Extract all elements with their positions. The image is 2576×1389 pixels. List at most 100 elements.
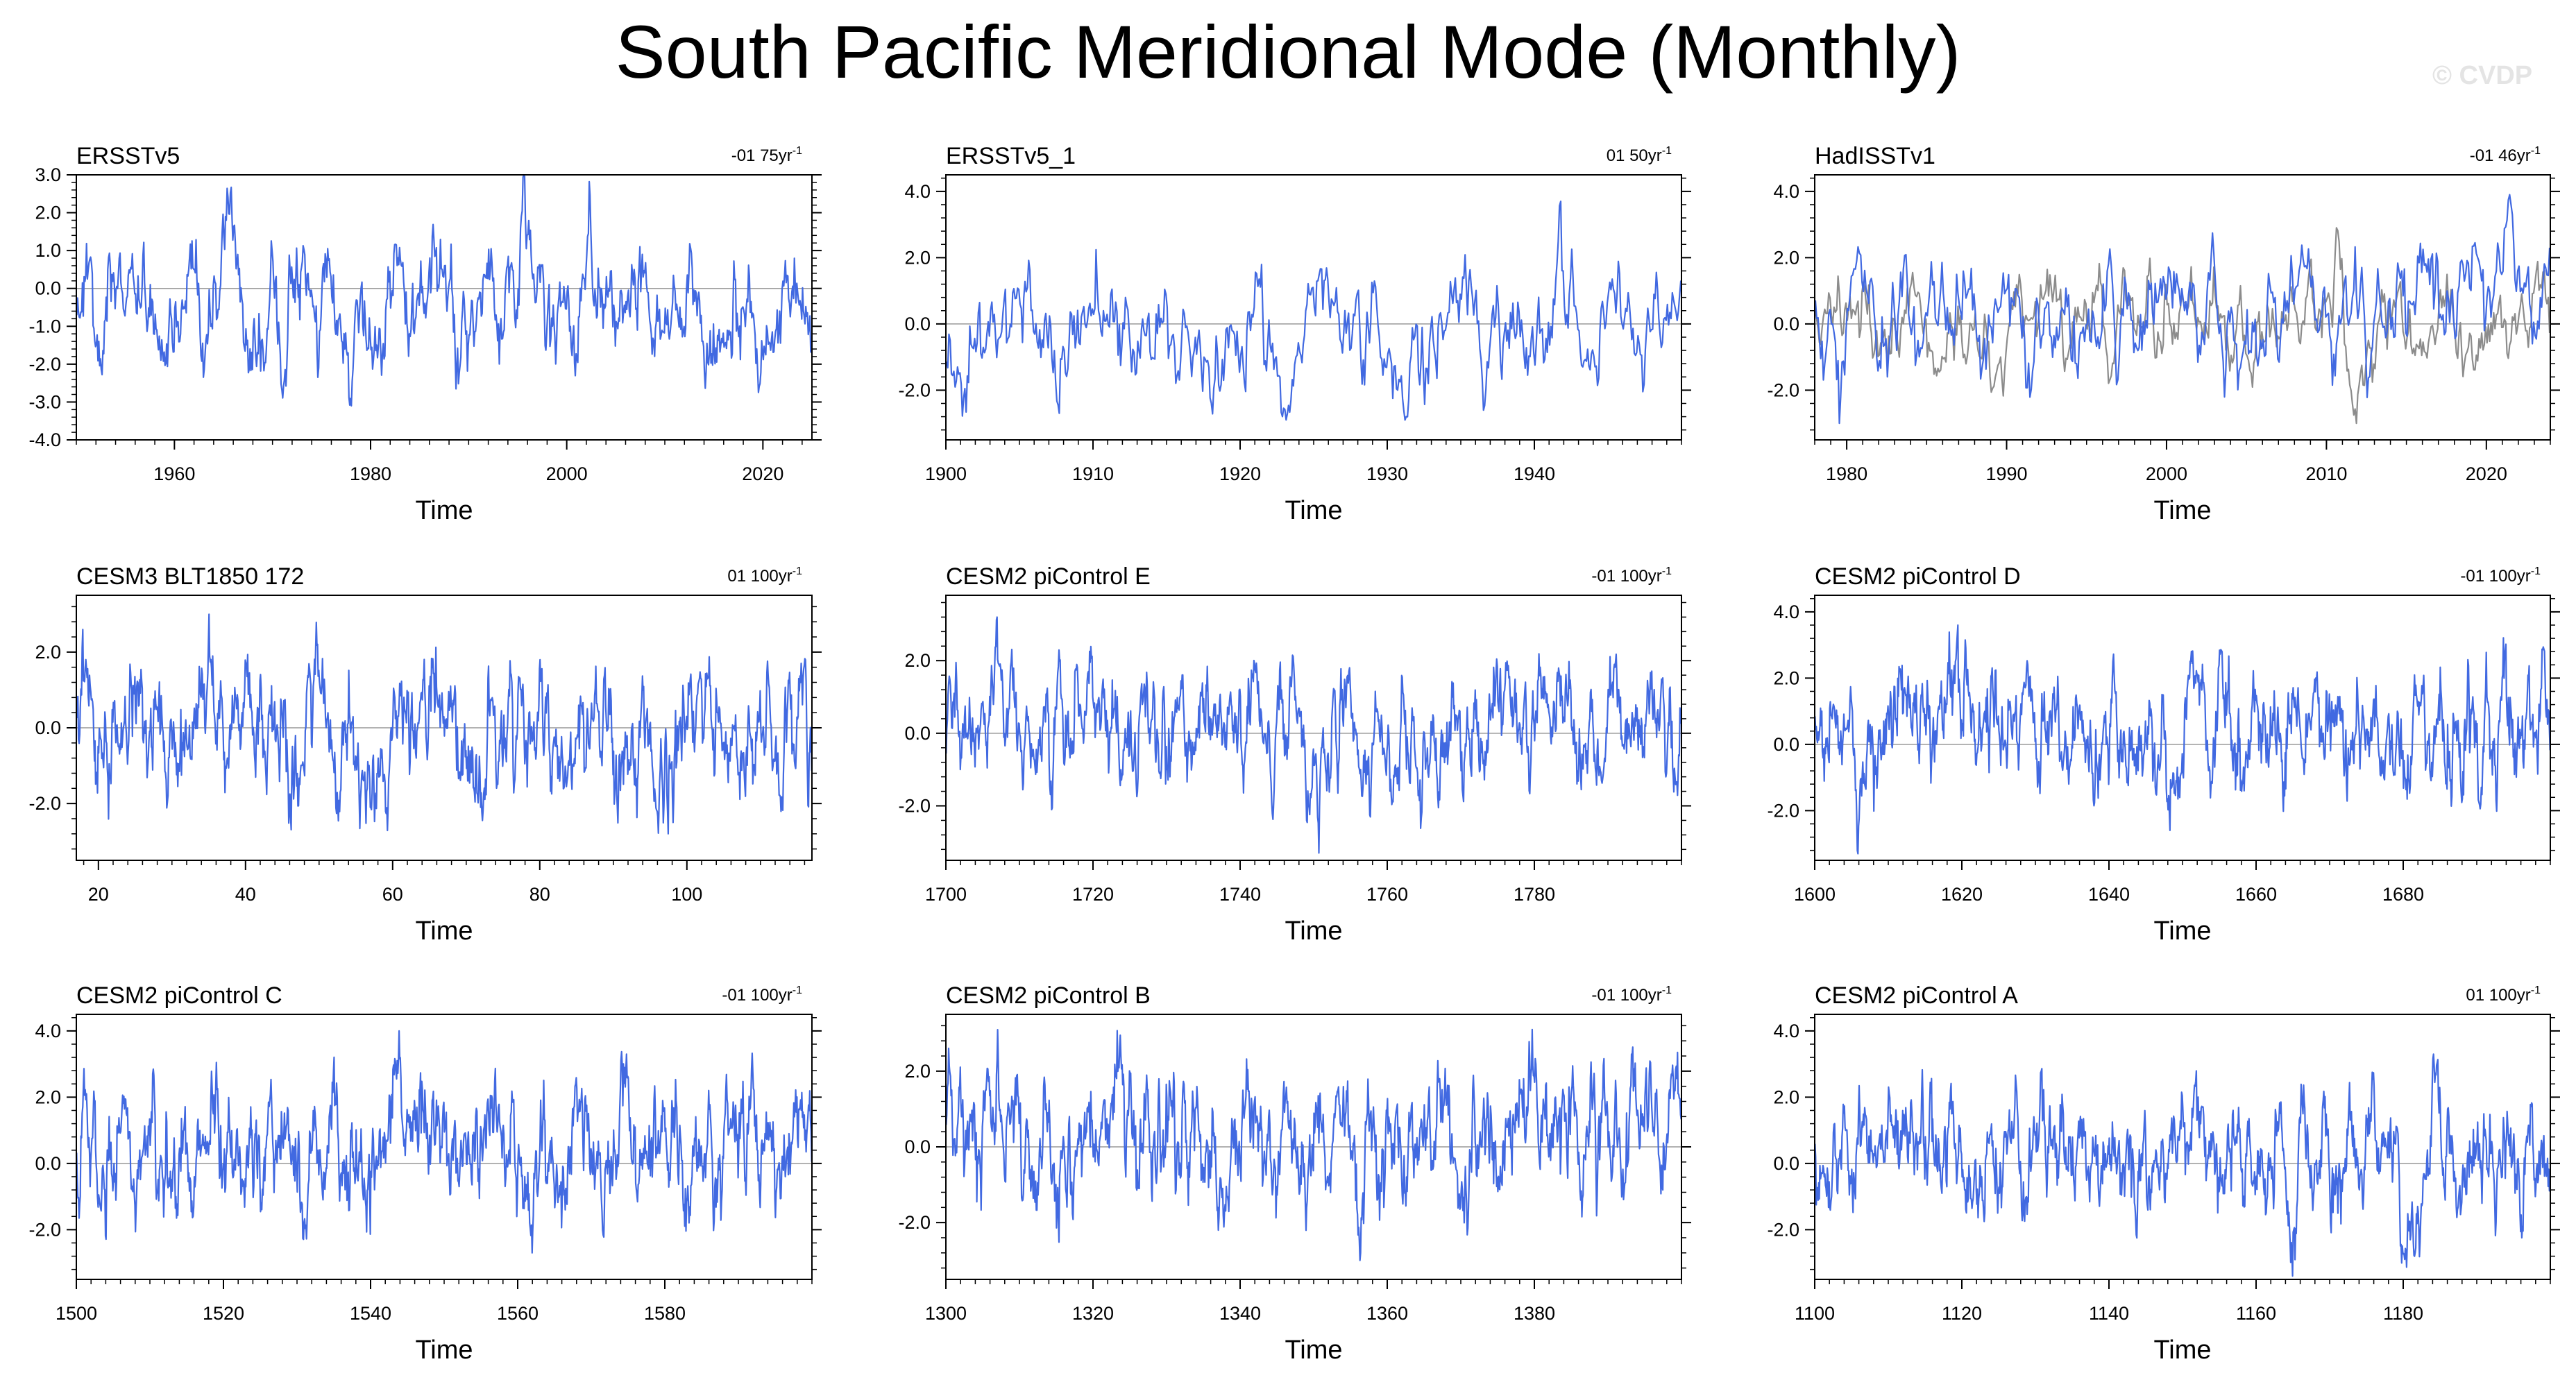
- trend-exponent: -1: [793, 985, 802, 996]
- y-tick-label: -2.0: [28, 1219, 61, 1240]
- y-tick-label: 4.0: [904, 181, 931, 202]
- y-tick-label: -2.0: [28, 354, 61, 375]
- x-axis-label: Time: [2153, 917, 2211, 946]
- x-tick-label: 1100: [1795, 1303, 1835, 1324]
- trend-exponent: -1: [2531, 145, 2541, 157]
- y-tick-label: 1.0: [35, 240, 61, 261]
- trend-label: -01 100yr-1: [2460, 565, 2541, 586]
- trend-value: 01 100yr: [2466, 986, 2530, 1005]
- series-line: [1814, 194, 2551, 425]
- panel-title: CESM2 piControl D: [1815, 563, 2021, 590]
- x-tick-label: 1980: [350, 463, 391, 484]
- trend-value: -01 100yr: [2460, 567, 2530, 586]
- x-tick-label: 1720: [1072, 884, 1114, 905]
- trend-label: 01 50yr-1: [1607, 145, 1672, 165]
- x-axis-label: Time: [1285, 496, 1342, 525]
- trend-label: 01 100yr-1: [727, 565, 802, 586]
- x-tick-label: 1960: [153, 463, 195, 484]
- x-tick-label: 1600: [1794, 884, 1836, 905]
- x-tick-label: 1660: [2235, 884, 2277, 905]
- y-tick-label: -2.0: [1767, 1219, 1799, 1240]
- x-tick-label: 1990: [1985, 463, 2027, 484]
- y-tick-label: 0.0: [35, 717, 61, 738]
- y-tick-label: 2.0: [1773, 667, 1799, 688]
- y-tick-label: 2.0: [1773, 1087, 1799, 1107]
- watermark: © CVDP: [2432, 61, 2533, 90]
- y-tick-label: 2.0: [904, 1061, 931, 1082]
- trend-value: -01 100yr: [1591, 986, 1661, 1005]
- plot-frame: [1814, 174, 2551, 441]
- trend-value: 01 50yr: [1607, 146, 1662, 165]
- x-tick-label: 2020: [742, 463, 783, 484]
- y-tick-label: 0.0: [1773, 1153, 1799, 1174]
- panel-title: CESM2 piControl E: [946, 563, 1151, 590]
- y-tick-label: 2.0: [904, 247, 931, 268]
- x-tick-label: 1540: [350, 1303, 391, 1324]
- y-tick-label: 0.0: [35, 1153, 61, 1174]
- x-tick-label: 1680: [2382, 884, 2424, 905]
- x-tick-label: 2000: [546, 463, 588, 484]
- x-tick-label: 2020: [2466, 463, 2507, 484]
- panel-title: CESM3 BLT1850 172: [76, 563, 304, 590]
- y-tick-label: 2.0: [35, 642, 61, 663]
- trend-value: -01 100yr: [722, 986, 792, 1005]
- y-tick-label: 4.0: [1773, 1021, 1799, 1041]
- x-tick-label: 1700: [925, 884, 967, 905]
- chart-panel: CESM2 piControl B -01 100yr-1 -2.0 0.0 2.0 13…: [898, 982, 1691, 1365]
- y-tick-label: 4.0: [1773, 602, 1799, 622]
- trend-value: -01 100yr: [1591, 567, 1661, 586]
- x-tick-label: 1300: [925, 1303, 967, 1324]
- chart-panel: HadISSTv1 -01 46yr-1 -2.0 0.0 2.0 4.0 1980 1990…: [1767, 143, 2560, 525]
- x-tick-label: 1500: [56, 1303, 97, 1324]
- x-tick-label: 1520: [203, 1303, 244, 1324]
- trend-label: -01 100yr-1: [722, 985, 802, 1005]
- x-tick-label: 1160: [2236, 1303, 2276, 1324]
- y-tick-label: -2.0: [898, 380, 931, 400]
- x-tick-label: 60: [382, 884, 403, 905]
- chart-panel: ERSSTv5 -01 75yr-1 -4.0 -3.0 -2.0 -1.0 0.0 1.0 2…: [28, 143, 822, 525]
- x-tick-label: 1620: [1941, 884, 1983, 905]
- trend-label: -01 100yr-1: [1591, 565, 1672, 586]
- y-tick-label: 0.0: [1773, 314, 1799, 334]
- x-tick-label: 1340: [1219, 1303, 1261, 1324]
- series-line: [76, 613, 813, 835]
- x-tick-label: 1780: [1514, 884, 1555, 905]
- x-tick-label: 1980: [1826, 463, 1867, 484]
- y-tick-label: -2.0: [1767, 800, 1799, 821]
- y-tick-label: -2.0: [898, 796, 931, 817]
- y-tick-label: -1.0: [28, 316, 61, 336]
- y-tick-label: 0.0: [1773, 734, 1799, 755]
- panel-title: ERSSTv5: [76, 143, 180, 169]
- x-tick-label: 1640: [2088, 884, 2130, 905]
- x-tick-label: 1930: [1366, 463, 1408, 484]
- trend-exponent: -1: [793, 565, 802, 577]
- y-tick-label: -4.0: [28, 429, 61, 450]
- y-tick-label: 3.0: [35, 164, 61, 185]
- x-axis-label: Time: [1285, 917, 1342, 946]
- chart-panel: CESM2 piControl C -01 100yr-1 -2.0 0.0 2.0 4.…: [28, 982, 822, 1365]
- x-axis-label: Time: [415, 496, 473, 525]
- x-axis-label: Time: [1285, 1336, 1342, 1365]
- chart-panel: ERSSTv5_1 01 50yr-1 -2.0 0.0 2.0 4.0 1900 1910 1…: [898, 143, 1691, 525]
- x-tick-label: 100: [671, 884, 702, 905]
- trend-exponent: -1: [2531, 565, 2541, 577]
- x-tick-label: 1380: [1514, 1303, 1555, 1324]
- x-axis-label: Time: [415, 1336, 473, 1365]
- x-tick-label: 1120: [1942, 1303, 1982, 1324]
- chart-panel: CESM2 piControl D -01 100yr-1 -2.0 0.0 2.0 4.…: [1767, 563, 2560, 946]
- x-tick-label: 1920: [1219, 463, 1261, 484]
- x-tick-label: 1760: [1366, 884, 1408, 905]
- series-line: [1814, 1053, 2551, 1277]
- y-tick-label: 2.0: [35, 1087, 61, 1107]
- trend-exponent: -1: [793, 145, 802, 157]
- series-line: [945, 616, 1682, 854]
- trend-label: 01 100yr-1: [2466, 985, 2541, 1005]
- trend-exponent: -1: [1662, 565, 1672, 577]
- trend-exponent: -1: [1662, 145, 1672, 157]
- x-tick-label: 20: [88, 884, 109, 905]
- y-tick-label: -2.0: [898, 1212, 931, 1233]
- x-tick-label: 1140: [2089, 1303, 2129, 1324]
- y-tick-label: 0.0: [35, 278, 61, 299]
- panel-title: ERSSTv5_1: [946, 143, 1076, 169]
